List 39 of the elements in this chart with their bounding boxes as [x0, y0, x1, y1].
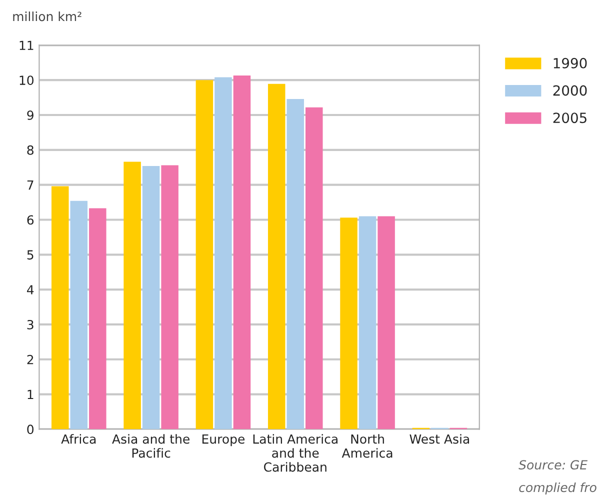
x-tick-label: Asia and the Pacific	[112, 434, 190, 458]
y-tick-label: 4	[26, 285, 34, 294]
bar	[196, 80, 214, 430]
y-tick-label: 10	[20, 76, 34, 86]
bar	[70, 200, 88, 430]
bar	[358, 216, 376, 430]
legend-label: 2005	[553, 112, 586, 124]
y-tick-label: 5	[27, 250, 34, 260]
y-tick-label: 9	[27, 110, 34, 120]
y-tick-label: 3	[27, 320, 34, 330]
y-tick-label: 2	[27, 354, 34, 364]
bar	[142, 166, 160, 430]
bar	[161, 165, 178, 430]
bar	[233, 76, 251, 430]
x-tick-label: Latin America and the Caribbean	[253, 434, 338, 472]
bar	[340, 218, 358, 430]
bar	[124, 162, 141, 430]
y-tick-label: 7	[27, 180, 34, 190]
y-tick-label: 8	[27, 145, 34, 155]
legend-label: 2000	[553, 85, 587, 96]
y-tick-label: 0	[27, 424, 34, 434]
y-tick-label: 11	[20, 40, 34, 50]
x-tick-label: Europe	[202, 434, 245, 446]
y-tick-label: 1	[28, 390, 34, 400]
y-tick-label: 6	[27, 215, 34, 225]
bar	[286, 98, 304, 430]
bar	[268, 84, 286, 430]
x-tick-label: West Asia	[410, 434, 470, 444]
x-tick-label: Africa	[61, 434, 96, 444]
bar	[89, 208, 106, 430]
text: complied fro	[519, 482, 596, 495]
bar	[51, 186, 69, 430]
x-tick-label: North America	[342, 434, 392, 458]
bar	[378, 216, 395, 430]
bar	[214, 77, 232, 430]
bar	[306, 107, 323, 430]
y-axis-title: million km²	[13, 12, 82, 22]
legend-label: 1990	[554, 58, 587, 68]
source-note: Source: GE	[518, 460, 588, 470]
